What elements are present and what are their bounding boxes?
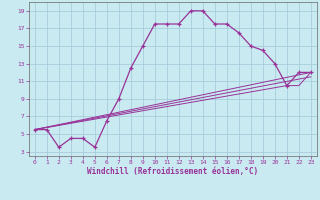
X-axis label: Windchill (Refroidissement éolien,°C): Windchill (Refroidissement éolien,°C) [87,167,258,176]
